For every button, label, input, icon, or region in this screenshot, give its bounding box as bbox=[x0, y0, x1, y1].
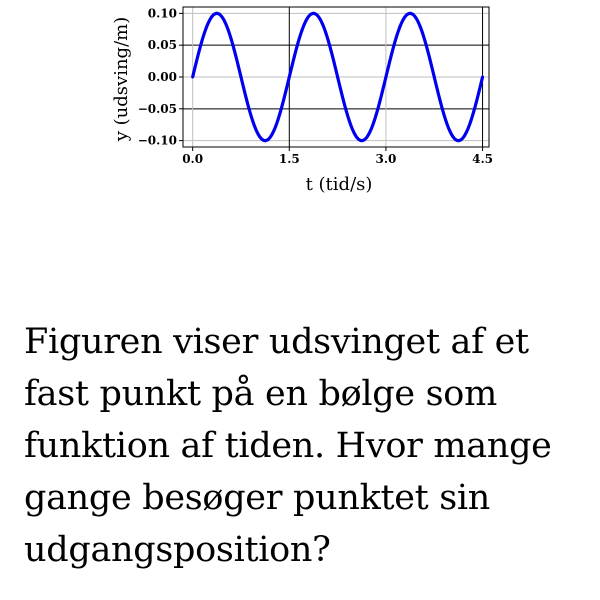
data-point bbox=[215, 11, 219, 15]
y-axis-label: y (udsving/m) bbox=[111, 17, 132, 142]
data-point bbox=[360, 139, 364, 143]
y-tick-label: −0.05 bbox=[138, 102, 177, 116]
data-point bbox=[481, 75, 485, 79]
data-point bbox=[336, 75, 340, 79]
x-tick-label: 3.0 bbox=[375, 152, 396, 166]
ticks: −0.10 −0.05 0.00 0.05 0.10 0.0 1.5 3.0 4.5 bbox=[138, 6, 493, 166]
data-point bbox=[263, 139, 267, 143]
x-axis-label: t (tid/s) bbox=[306, 174, 373, 195]
data-point bbox=[191, 75, 195, 79]
data-point bbox=[287, 75, 291, 79]
x-tick-label: 0.0 bbox=[182, 152, 203, 166]
question-text: Figuren viser udsvinget af et fast punkt… bbox=[24, 322, 552, 570]
y-tick-label: 0.05 bbox=[148, 38, 177, 52]
y-tick-label: 0.10 bbox=[148, 6, 177, 20]
data-point bbox=[311, 11, 315, 15]
data-point bbox=[408, 11, 412, 15]
x-tick-label: 4.5 bbox=[472, 152, 493, 166]
y-tick-label: −0.10 bbox=[138, 134, 177, 148]
x-tick-label: 1.5 bbox=[279, 152, 300, 166]
data-point bbox=[432, 75, 436, 79]
series-layer bbox=[191, 11, 485, 143]
y-tick-label: 0.00 bbox=[148, 70, 177, 84]
data-point bbox=[239, 75, 243, 79]
chart: −0.10 −0.05 0.00 0.05 0.10 0.0 1.5 3.0 4.5 t (ti… bbox=[111, 6, 493, 195]
data-point bbox=[384, 75, 388, 79]
data-point bbox=[456, 139, 460, 143]
